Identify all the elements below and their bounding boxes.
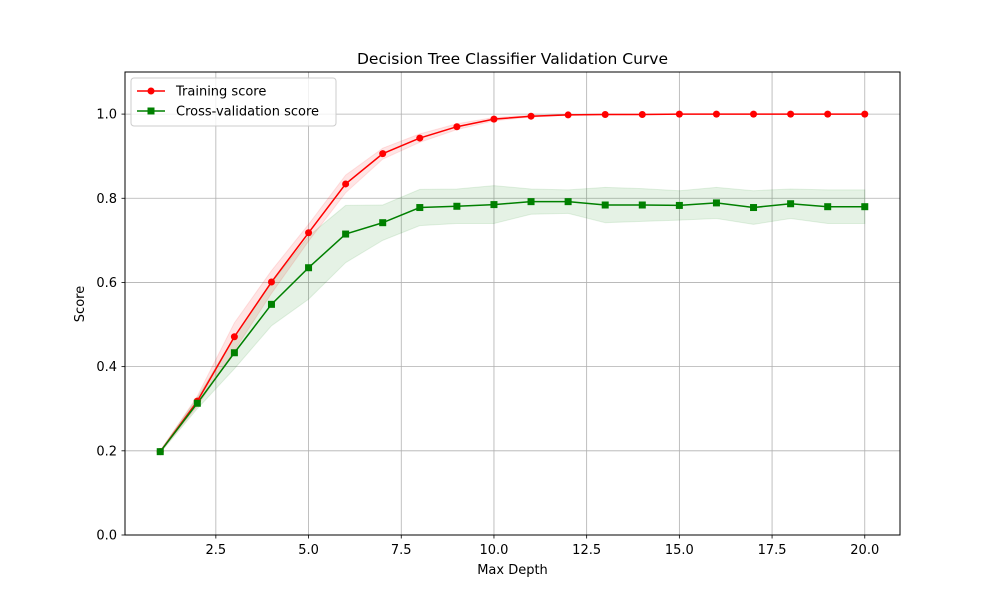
cross-validation-point	[750, 204, 758, 212]
cross-validation-point	[527, 198, 535, 206]
training-point	[787, 110, 795, 118]
cross-validation-point	[712, 199, 720, 207]
training-point	[453, 123, 461, 131]
cross-validation-point	[453, 202, 461, 210]
training-point	[712, 110, 720, 118]
axis-ticks: 2.5 5.0 7.5 10.0 12.5 15.0 17.5 20.0 0.0 0.2 0.4 0.…	[96, 108, 879, 558]
legend-marker-cross-validation	[147, 107, 155, 115]
cross-validation-point	[601, 201, 609, 209]
x-tick-label: 12.5	[572, 543, 601, 558]
x-tick-label: 2.5	[206, 543, 227, 558]
training-point	[564, 111, 572, 119]
training-point	[861, 110, 869, 118]
cross-validation-point	[824, 203, 832, 211]
series-markers	[156, 110, 869, 456]
training-point	[824, 110, 832, 118]
training-point	[267, 278, 275, 286]
cross-validation-point	[193, 399, 201, 407]
training-point	[490, 115, 498, 123]
cross-validation-point	[490, 201, 498, 209]
cross-validation-std-band	[159, 185, 866, 455]
y-axis-label: Score	[73, 286, 88, 322]
training-point	[638, 111, 646, 119]
plot-frame	[124, 71, 901, 536]
cross-validation-point	[787, 200, 795, 208]
series-lines	[159, 113, 865, 453]
cross-validation-point	[564, 198, 572, 206]
cross-validation-point	[267, 300, 275, 308]
cross-validation-point	[379, 219, 387, 227]
training-point	[416, 134, 424, 142]
legend: Training score Cross-validation score	[130, 77, 337, 127]
chart-title: Decision Tree Classifier Validation Curv…	[357, 50, 668, 68]
cross-validation-score-line	[159, 200, 865, 453]
legend-label-cross-validation: Cross-validation score	[176, 105, 319, 120]
x-tick-label: 5.0	[298, 543, 319, 558]
cross-validation-point	[230, 349, 238, 357]
training-point	[342, 180, 350, 188]
cross-validation-point	[675, 201, 683, 209]
legend-marker-training	[147, 87, 155, 95]
cross-validation-point	[416, 204, 424, 212]
legend-label-training: Training score	[175, 85, 266, 100]
cross-validation-point	[342, 230, 350, 238]
cross-validation-point	[638, 201, 646, 209]
x-tick-label: 15.0	[665, 543, 694, 558]
training-point	[379, 150, 387, 158]
training-point	[527, 112, 535, 120]
y-tick-label: 0.6	[96, 276, 117, 291]
y-tick-label: 0.2	[96, 444, 117, 459]
training-point	[230, 333, 238, 341]
training-point	[750, 110, 758, 118]
x-tick-label: 17.5	[758, 543, 787, 558]
y-tick-label: 0.4	[96, 360, 117, 375]
training-point	[305, 229, 313, 237]
y-tick-label: 0.8	[96, 192, 117, 207]
cross-validation-point	[156, 448, 164, 456]
training-score-line	[159, 113, 865, 453]
x-tick-label: 20.0	[850, 543, 879, 558]
legend-box	[130, 77, 337, 127]
cross-validation-point	[305, 264, 313, 272]
x-tick-label: 10.0	[479, 543, 508, 558]
x-axis-label: Max Depth	[477, 563, 548, 578]
training-point	[601, 111, 609, 119]
x-tick-label: 7.5	[391, 543, 412, 558]
training-point	[675, 110, 683, 118]
cross-validation-point	[861, 203, 869, 211]
y-tick-label: 0.0	[96, 529, 117, 544]
y-tick-label: 1.0	[96, 108, 117, 123]
